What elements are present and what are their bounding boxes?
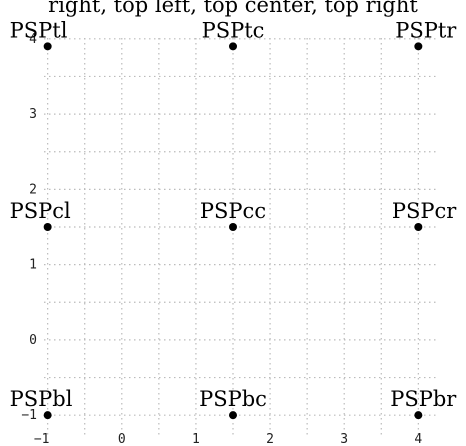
x-tick-label: 2 bbox=[266, 432, 274, 446]
x-tick-label: 1 bbox=[192, 432, 200, 446]
point-label: PSPtc bbox=[202, 18, 265, 42]
point-label: PSPbl bbox=[10, 387, 73, 411]
x-tick-label: 4 bbox=[414, 432, 422, 446]
tick-labels: −1 0 1 2 3 4 −1 0 1 2 3 4 bbox=[21, 32, 422, 446]
point-label: PSPcr bbox=[392, 199, 457, 223]
y-tick-label: 1 bbox=[29, 258, 37, 273]
data-point bbox=[414, 42, 423, 51]
y-tick-label: 0 bbox=[29, 333, 37, 348]
x-tick-label: 3 bbox=[340, 432, 348, 446]
chart-title: right, top left, top center, top right bbox=[48, 0, 418, 17]
point-label: PSPtr bbox=[395, 18, 457, 42]
data-point bbox=[43, 223, 52, 231]
data-point bbox=[414, 223, 423, 231]
point-label: PSPcc bbox=[200, 199, 266, 223]
data-point bbox=[229, 42, 237, 51]
y-tick-label: 3 bbox=[29, 107, 37, 122]
data-point bbox=[414, 411, 423, 420]
data-point bbox=[43, 42, 52, 51]
point-label: PSPbc bbox=[199, 387, 267, 411]
point-label: PSPbr bbox=[390, 387, 457, 411]
y-tick-label: 2 bbox=[29, 182, 37, 197]
data-points: PSPtl PSPtc PSPtr PSPcl PSPcc PSPcr PSPbl PSPbc… bbox=[10, 18, 457, 420]
point-label: PSPtl bbox=[10, 18, 68, 42]
x-tick-label: 0 bbox=[118, 432, 126, 446]
point-label: PSPcl bbox=[10, 199, 71, 223]
y-tick-label: −1 bbox=[21, 408, 37, 423]
data-point bbox=[43, 411, 52, 420]
data-point bbox=[229, 223, 237, 231]
x-tick-label: −1 bbox=[34, 432, 50, 446]
grid-lines bbox=[44, 38, 438, 436]
y-tick-label: 4 bbox=[29, 32, 37, 47]
data-point bbox=[229, 411, 237, 420]
